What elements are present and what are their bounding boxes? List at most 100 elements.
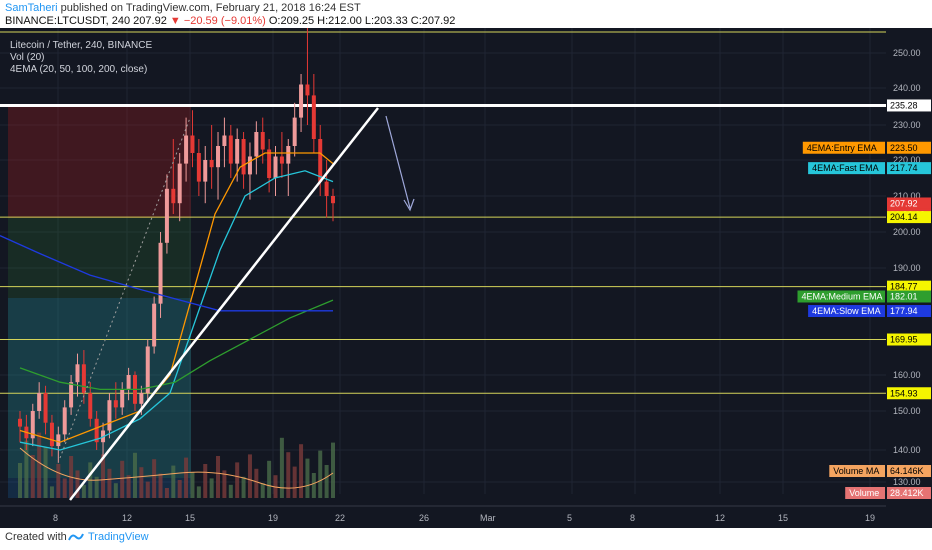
chart-area[interactable]: 250.00 240.00 230.00 220.00 210.00 200.00 190.… xyxy=(0,28,932,528)
ema-name-tag: Volume MA xyxy=(833,466,879,476)
ema-name-tag-bg xyxy=(808,162,885,175)
x-tick-label: 15 xyxy=(185,513,195,523)
price-tag: 235.28 xyxy=(890,100,918,110)
price-tag: 177.94 xyxy=(890,306,918,316)
candle-body xyxy=(139,393,144,404)
candle-body xyxy=(171,188,176,204)
volume-bar xyxy=(56,464,61,498)
price-tag: 182.01 xyxy=(890,291,918,301)
volume-bar xyxy=(177,480,182,498)
ema-name-tag: 4EMA:Fast EMA xyxy=(812,163,879,173)
volume-bar xyxy=(222,470,227,498)
ema-name-tag-bg xyxy=(829,465,885,477)
published-text: published on TradingView.com, February 2… xyxy=(60,2,361,14)
price-tag: 169.95 xyxy=(890,335,918,345)
candle-body xyxy=(62,407,67,435)
ema-name-tag-bg xyxy=(802,141,885,154)
legend-vol: Vol (20) xyxy=(10,52,45,63)
candle-body xyxy=(164,188,169,243)
candle-body xyxy=(216,146,221,168)
volume-bar xyxy=(286,452,291,498)
candle-body xyxy=(113,400,118,408)
price-tag: 64.146K xyxy=(890,466,924,476)
volume-bar xyxy=(184,457,189,498)
trend-line xyxy=(69,107,379,501)
candle-body xyxy=(241,139,246,175)
symbol-line: BINANCE:LTCUSDT, 240 207.92 ▼ −20.59 (−9… xyxy=(5,15,455,27)
x-tick-label: 12 xyxy=(122,513,132,523)
candle-body xyxy=(184,135,189,164)
time-axis xyxy=(0,506,886,528)
y-tick-label: 130.00 xyxy=(893,477,921,487)
price-tag-bg xyxy=(887,387,931,400)
x-tick-label: 12 xyxy=(715,513,725,523)
medium-ema-line xyxy=(19,299,334,391)
y-tick-label: 240.00 xyxy=(893,83,921,93)
volume-bar xyxy=(94,476,99,498)
volume-bar xyxy=(120,460,125,498)
price-tag: 154.93 xyxy=(890,388,918,398)
volume-bar xyxy=(260,483,265,498)
volume-bar xyxy=(305,458,310,498)
chart-legend: Litecoin / Tether, 240, BINANCE Vol (20)… xyxy=(10,40,152,76)
price-tag: 207.92 xyxy=(890,198,918,208)
y-tick-label: 160.00 xyxy=(893,370,921,380)
publish-line: SamTaheri published on TradingView.com, … xyxy=(5,2,361,14)
volume-bar xyxy=(279,437,284,498)
candle-body xyxy=(331,196,335,204)
projection-line xyxy=(59,117,191,459)
x-tick-label: 8 xyxy=(53,513,58,523)
author-link[interactable]: SamTaheri xyxy=(5,2,58,14)
price-tag-bg xyxy=(887,99,931,112)
candle-body xyxy=(209,160,214,168)
y-tick-label: 190.00 xyxy=(893,263,921,273)
y-tick-label: 150.00 xyxy=(893,406,921,416)
volume-bar xyxy=(164,488,169,498)
volume-bar xyxy=(145,481,150,498)
volume-bar xyxy=(139,467,144,498)
ema-name-tag-bg xyxy=(845,487,885,499)
candle-body xyxy=(107,400,112,431)
candle-body xyxy=(311,95,316,139)
candle-body xyxy=(292,117,297,146)
volume-bar xyxy=(190,472,195,498)
candle-body xyxy=(279,156,284,164)
volume-bar xyxy=(24,440,29,498)
volume-bar xyxy=(216,456,221,498)
x-tick-label: 8 xyxy=(630,513,635,523)
candle-body xyxy=(88,393,93,419)
volume-bar xyxy=(171,465,176,498)
volume-bar xyxy=(241,476,246,498)
x-tick-label: 26 xyxy=(419,513,429,523)
volume-bar xyxy=(299,444,304,498)
ema-name-tag: 4EMA:Entry EMA xyxy=(807,143,877,153)
volume-bar xyxy=(203,464,208,498)
price-chart[interactable]: 250.00 240.00 230.00 220.00 210.00 200.00 190.… xyxy=(0,28,932,528)
forecast-arrow-head xyxy=(403,198,415,212)
candle-body xyxy=(18,418,22,427)
x-tick-label: 19 xyxy=(865,513,875,523)
tradingview-logo-icon xyxy=(68,533,84,541)
candle-body xyxy=(318,139,323,182)
price-tag-bg xyxy=(887,162,931,175)
y-tick-label: 140.00 xyxy=(893,445,921,455)
volume-bar xyxy=(247,454,252,498)
candle-body xyxy=(324,181,329,196)
candle-body xyxy=(203,160,208,182)
volume-bar xyxy=(107,468,112,498)
candle-body xyxy=(177,163,182,204)
footer: Created with TradingView xyxy=(0,528,932,550)
candle-body xyxy=(222,135,227,146)
risk-zone xyxy=(8,106,191,218)
candle-body xyxy=(247,156,252,175)
tradingview-brand[interactable]: TradingView xyxy=(88,531,149,543)
y-tick-label: 200.00 xyxy=(893,227,921,237)
volume-ma-line xyxy=(19,447,334,489)
volume-bar xyxy=(196,486,201,498)
price-tag: 28.412K xyxy=(890,488,924,498)
candle-body xyxy=(126,375,131,390)
volume-bar xyxy=(49,486,54,498)
price-tag-bg xyxy=(887,290,931,303)
volume-bar xyxy=(152,459,157,498)
candle-body xyxy=(56,434,61,447)
